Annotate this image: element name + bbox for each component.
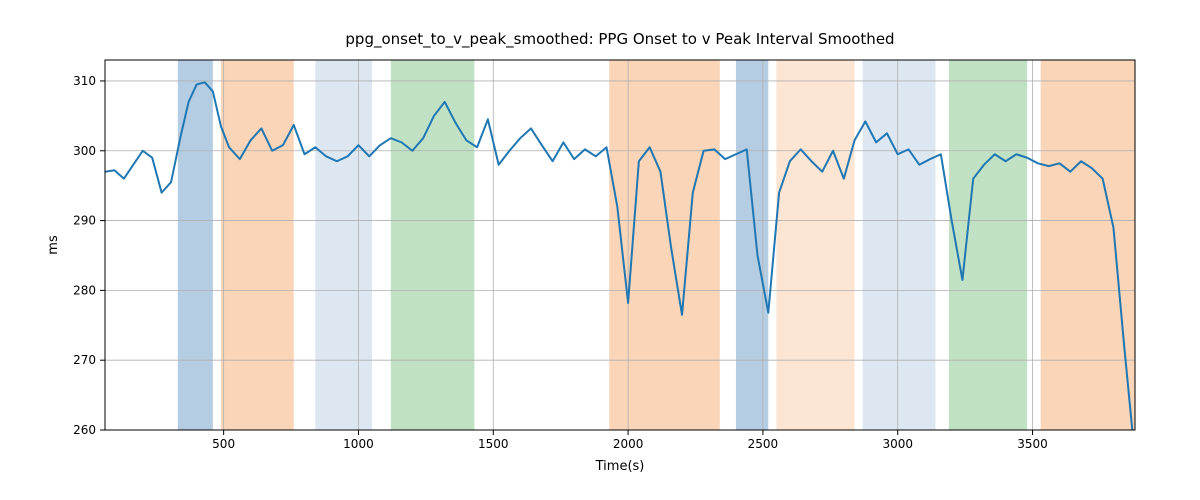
x-tick-label: 2000 xyxy=(613,437,644,451)
band xyxy=(776,60,854,430)
y-tick-label: 270 xyxy=(73,353,96,367)
band xyxy=(949,60,1027,430)
chart-container: ppg_onset_to_v_peak_smoothed: PPG Onset … xyxy=(0,0,1200,500)
band xyxy=(736,60,768,430)
y-ticks: 260 270 280 290 300 310 xyxy=(73,74,105,437)
x-tick-label: 3000 xyxy=(882,437,913,451)
x-tick-label: 3500 xyxy=(1017,437,1048,451)
band xyxy=(609,60,720,430)
y-axis-label: ms xyxy=(46,235,61,255)
band xyxy=(315,60,372,430)
x-tick-label: 500 xyxy=(212,437,235,451)
y-tick-label: 300 xyxy=(73,144,96,158)
band xyxy=(863,60,936,430)
x-tick-label: 1500 xyxy=(478,437,509,451)
background-bands xyxy=(178,60,1135,430)
y-tick-label: 290 xyxy=(73,214,96,228)
y-tick-label: 260 xyxy=(73,423,96,437)
chart-svg: ppg_onset_to_v_peak_smoothed: PPG Onset … xyxy=(0,0,1200,500)
y-tick-label: 310 xyxy=(73,74,96,88)
chart-title: ppg_onset_to_v_peak_smoothed: PPG Onset … xyxy=(345,30,894,49)
band xyxy=(1041,60,1135,430)
x-axis-label: Time(s) xyxy=(595,459,645,474)
x-tick-label: 1000 xyxy=(343,437,374,451)
band xyxy=(178,60,213,430)
band xyxy=(221,60,294,430)
band xyxy=(391,60,475,430)
y-tick-label: 280 xyxy=(73,283,96,297)
x-tick-label: 2500 xyxy=(748,437,779,451)
x-ticks: 500 1000 1500 2000 2500 3000 3500 xyxy=(212,430,1048,451)
